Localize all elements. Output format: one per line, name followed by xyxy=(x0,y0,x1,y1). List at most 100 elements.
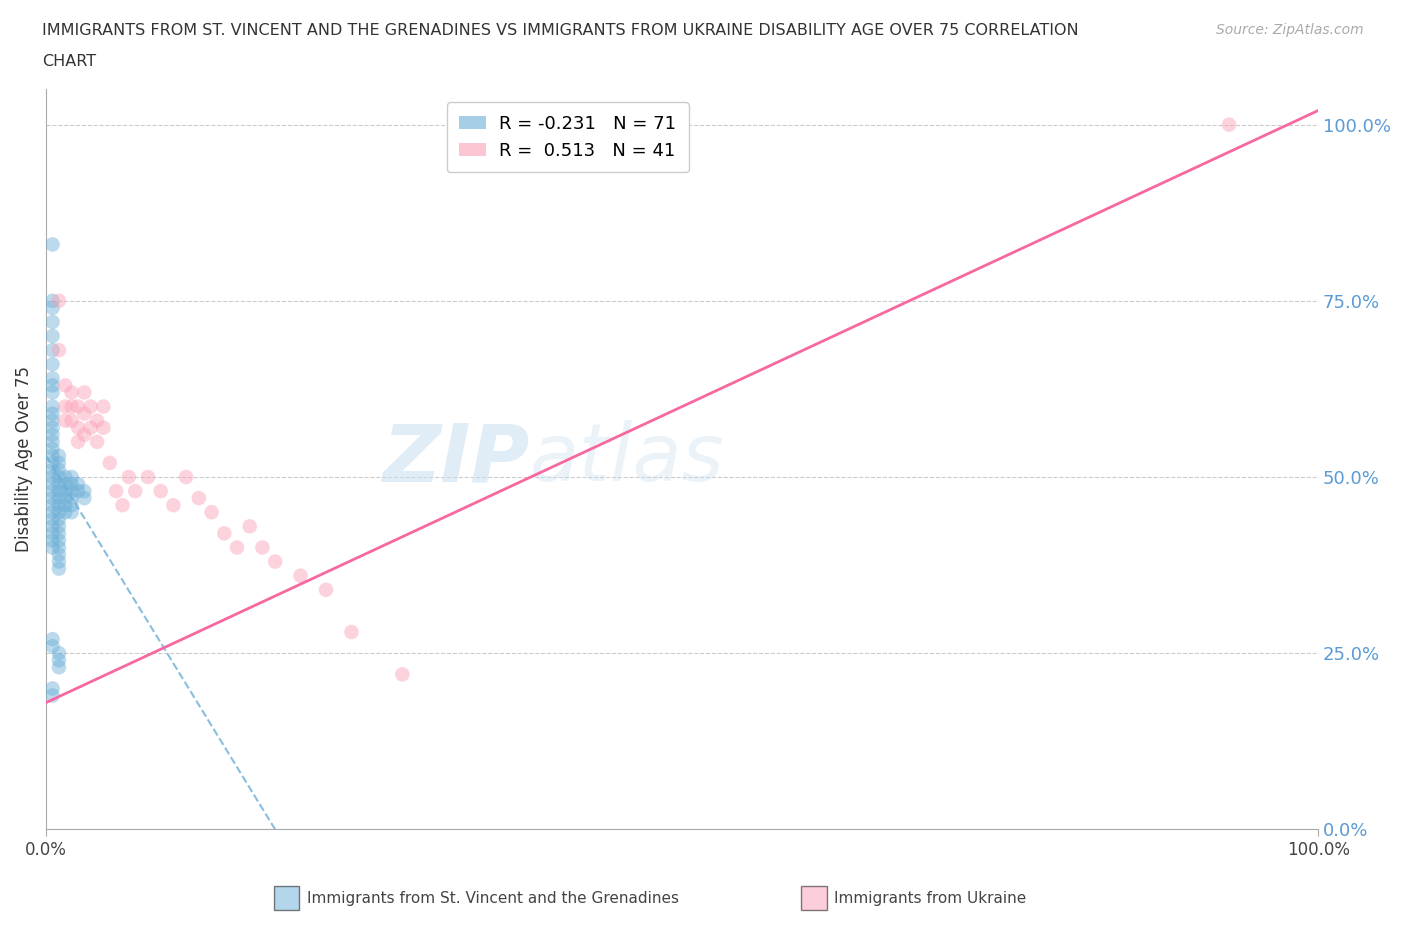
Point xyxy=(93,399,115,414)
Point xyxy=(48,470,70,485)
Point xyxy=(48,476,70,491)
Point xyxy=(41,526,63,541)
Point xyxy=(41,371,63,386)
Point xyxy=(41,385,63,400)
Point xyxy=(41,681,63,696)
Point xyxy=(66,399,89,414)
Point xyxy=(48,505,70,520)
Point xyxy=(41,639,63,654)
Point xyxy=(41,357,63,372)
Point xyxy=(41,498,63,512)
Text: Immigrants from St. Vincent and the Grenadines: Immigrants from St. Vincent and the Gren… xyxy=(307,891,679,906)
Point xyxy=(48,547,70,562)
Point xyxy=(41,540,63,555)
Point xyxy=(200,505,222,520)
Point xyxy=(48,561,70,576)
Point xyxy=(48,540,70,555)
Point xyxy=(66,420,89,435)
Point xyxy=(60,470,83,485)
Point xyxy=(48,484,70,498)
Point xyxy=(41,448,63,463)
Point xyxy=(41,470,63,485)
Point xyxy=(41,484,63,498)
Point xyxy=(41,462,63,477)
Text: atlas: atlas xyxy=(530,420,724,498)
Point xyxy=(239,519,262,534)
Point xyxy=(73,406,96,421)
Point xyxy=(98,456,121,471)
Point xyxy=(214,526,236,541)
Point xyxy=(53,476,76,491)
Point xyxy=(86,434,108,449)
Point xyxy=(41,533,63,548)
Legend: R = -0.231   N = 71, R =  0.513   N = 41: R = -0.231 N = 71, R = 0.513 N = 41 xyxy=(447,102,689,172)
Point xyxy=(53,491,76,506)
Text: CHART: CHART xyxy=(42,54,96,69)
Point xyxy=(41,399,63,414)
Point xyxy=(53,378,76,392)
Point xyxy=(136,470,159,485)
Point xyxy=(41,300,63,315)
Point xyxy=(48,554,70,569)
Text: Source: ZipAtlas.com: Source: ZipAtlas.com xyxy=(1216,23,1364,37)
Point xyxy=(48,512,70,526)
Point xyxy=(162,498,184,512)
Point xyxy=(48,660,70,675)
Point xyxy=(149,484,172,498)
Text: Immigrants from Ukraine: Immigrants from Ukraine xyxy=(834,891,1026,906)
Point xyxy=(48,498,70,512)
Point xyxy=(41,476,63,491)
Point xyxy=(53,399,76,414)
Point xyxy=(73,484,96,498)
Point xyxy=(80,420,103,435)
Point xyxy=(48,526,70,541)
Point xyxy=(60,498,83,512)
Point xyxy=(60,399,83,414)
Point xyxy=(41,505,63,520)
Point xyxy=(60,491,83,506)
Point xyxy=(41,456,63,471)
Point xyxy=(174,470,197,485)
Point xyxy=(53,505,76,520)
Point xyxy=(391,667,413,682)
Point xyxy=(41,406,63,421)
Point xyxy=(41,378,63,392)
Point xyxy=(41,442,63,457)
Point xyxy=(48,653,70,668)
Point xyxy=(60,484,83,498)
Point xyxy=(315,582,337,597)
Point xyxy=(41,237,63,252)
Point xyxy=(48,456,70,471)
Point xyxy=(105,484,128,498)
Point xyxy=(93,420,115,435)
Point xyxy=(118,470,141,485)
Point xyxy=(60,413,83,428)
Point xyxy=(41,343,63,358)
Point xyxy=(340,625,363,640)
Point xyxy=(48,519,70,534)
Point xyxy=(41,491,63,506)
Point xyxy=(66,476,89,491)
Point xyxy=(53,413,76,428)
Point xyxy=(111,498,134,512)
Point xyxy=(41,519,63,534)
Point xyxy=(290,568,312,583)
Point xyxy=(86,413,108,428)
Point xyxy=(80,399,103,414)
Point xyxy=(73,427,96,442)
Point xyxy=(60,385,83,400)
Point xyxy=(48,448,70,463)
Point xyxy=(124,484,146,498)
Point xyxy=(264,554,287,569)
Point xyxy=(41,293,63,308)
Point xyxy=(1218,117,1240,132)
Point xyxy=(41,314,63,329)
Point xyxy=(48,343,70,358)
Point xyxy=(41,631,63,646)
Point xyxy=(252,540,274,555)
Point xyxy=(53,498,76,512)
Point xyxy=(66,484,89,498)
Point xyxy=(53,470,76,485)
Point xyxy=(187,491,209,506)
Point xyxy=(73,385,96,400)
